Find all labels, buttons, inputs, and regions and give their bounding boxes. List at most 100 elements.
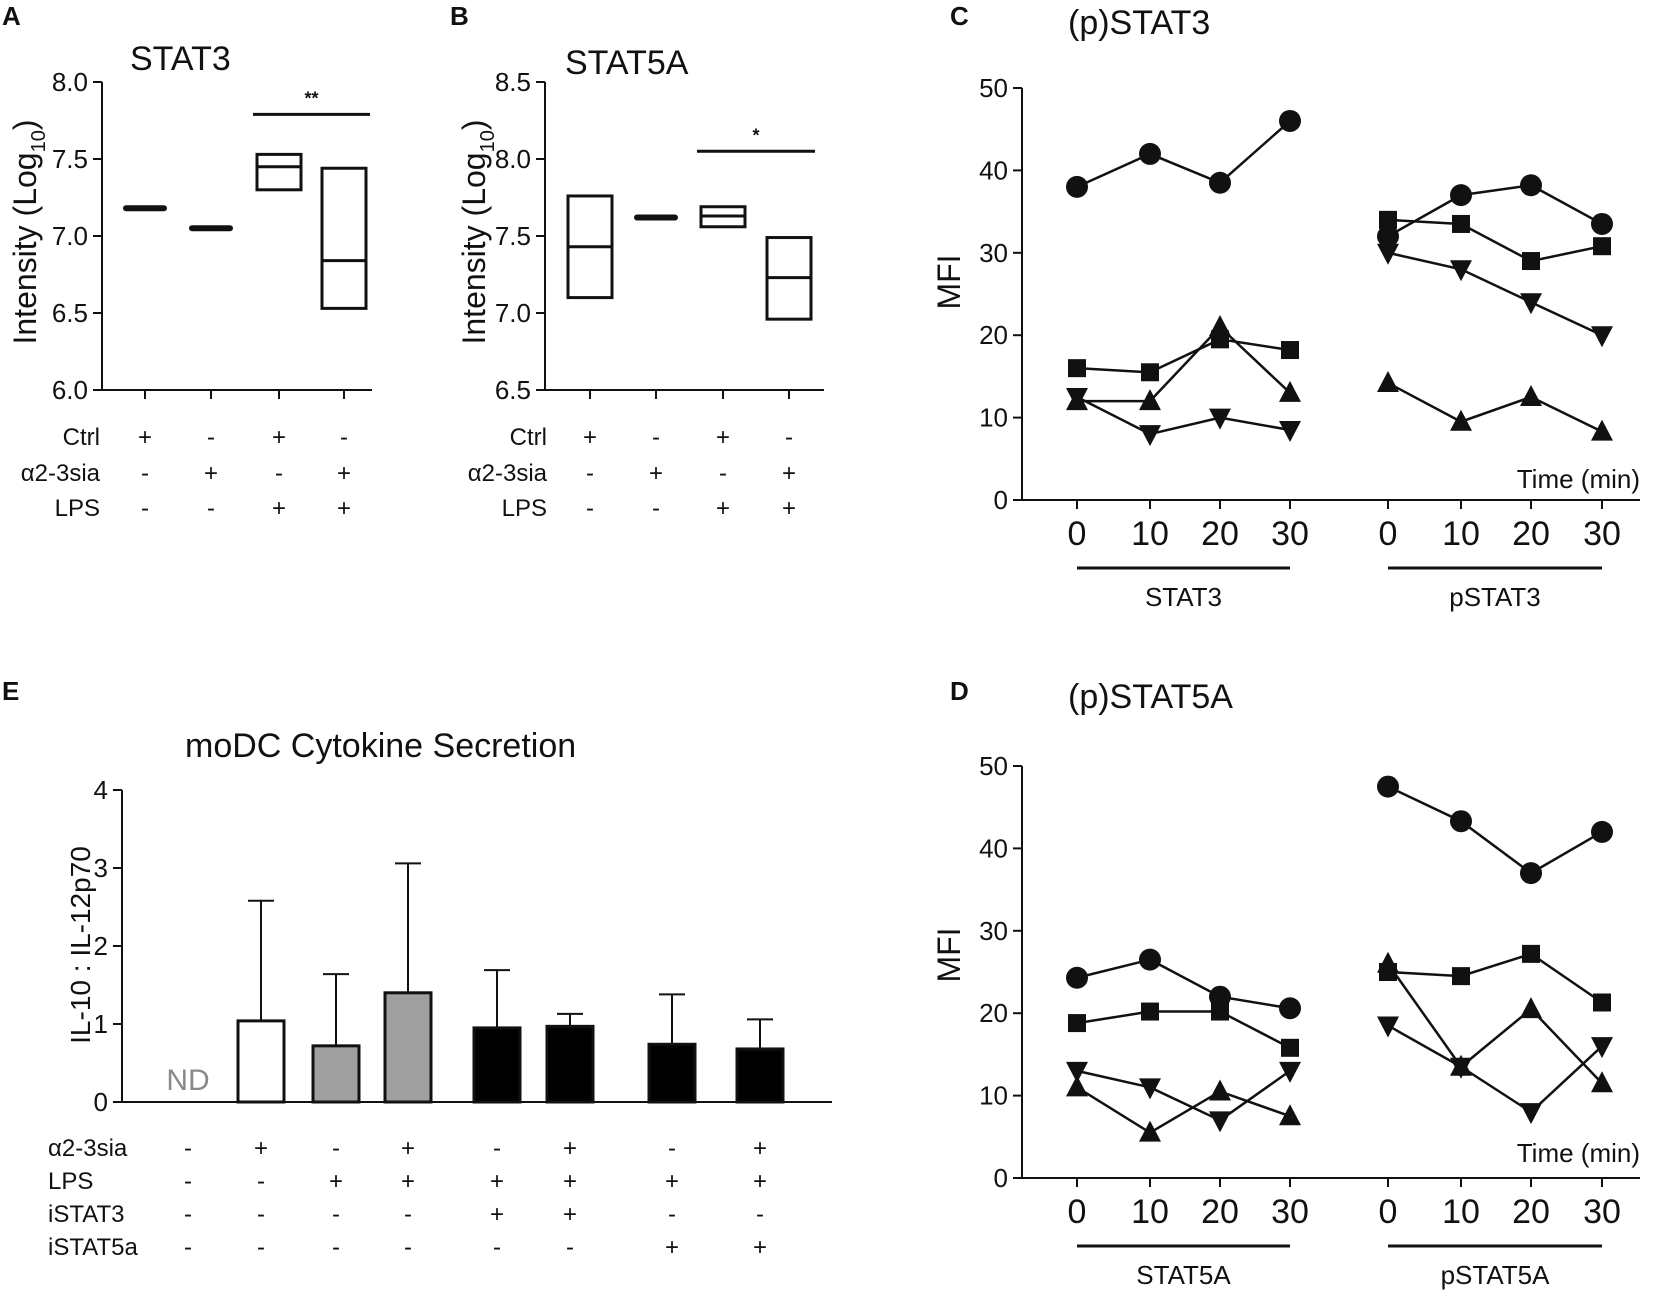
panel-d-y-tick-label: 0 — [994, 1163, 1008, 1193]
panel-d-marker-circle — [1209, 985, 1231, 1008]
panel-c-marker-circle — [1209, 171, 1231, 194]
panel-b-condition-label: α2-3sia — [468, 460, 548, 487]
panel-c-marker-triangle-down — [1591, 326, 1613, 348]
panel-a-sig-label: ** — [304, 88, 318, 108]
panel-label-a: A — [2, 1, 21, 31]
panel-e-y-tick-label: 2 — [94, 931, 108, 961]
panel-a-chart: 6.0 6.5 7.0 7.5 8.0 ** Ctrl + - + - α2-3sia - + - + LPS -… — [21, 67, 372, 522]
panel-c-x-tick-label: 20 — [1201, 515, 1239, 553]
panel-d-y-tick-label: 30 — [979, 916, 1008, 946]
panel-e-condition-label: α2-3sia — [48, 1135, 128, 1162]
panel-d-x-tick-label: 30 — [1583, 1193, 1621, 1231]
panel-a-condition-sign: + — [272, 495, 286, 522]
panel-e-condition-sign: + — [401, 1135, 415, 1162]
panel-c-ylabel: MFI — [931, 254, 967, 309]
panel-b-condition-sign: + — [716, 424, 730, 451]
panel-e-y-tick-label: 0 — [94, 1087, 108, 1117]
panel-a-condition-sign: + — [204, 460, 218, 487]
panel-a-condition-label: Ctrl — [63, 424, 100, 451]
panel-c-marker-triangle-up — [1209, 314, 1231, 336]
panel-d-group-label: pSTAT5A — [1441, 1260, 1551, 1290]
panel-a-ylabel-text: Intensity (Log — [7, 152, 43, 344]
panel-d-marker-triangle-up — [1377, 951, 1399, 973]
panel-d-y-tick-label: 50 — [979, 751, 1008, 781]
panel-e-y-tick-label: 3 — [94, 853, 108, 883]
panel-c-series-line — [1387, 183, 1603, 238]
panel-d-y-tick-label: 20 — [979, 998, 1008, 1028]
panel-c-x-tick-label: 0 — [1068, 515, 1087, 553]
panel-e-y-tick-label: 4 — [94, 775, 108, 805]
panel-d-marker-triangle-down — [1450, 1057, 1472, 1079]
panel-d-marker-square — [1141, 1002, 1159, 1021]
panel-e-condition-sign: - — [184, 1201, 192, 1228]
panel-a-condition-sign: + — [272, 424, 286, 451]
panel-d-marker-triangle-up — [1209, 1079, 1231, 1101]
panel-d-marker-triangle-up — [1279, 1104, 1301, 1126]
panel-e-bar — [647, 1042, 697, 1104]
panel-c-series-line — [1076, 395, 1291, 436]
panel-d-series-line — [1387, 785, 1603, 875]
panel-e-condition-sign: - — [404, 1201, 412, 1228]
panel-a-condition-sign: - — [340, 424, 348, 451]
panel-b-y-tick-label: 7.5 — [495, 221, 531, 251]
panel-d-marker-circle — [1377, 775, 1399, 798]
panel-a-condition-sign: - — [141, 495, 149, 522]
panel-label-d: D — [950, 676, 969, 706]
panel-a-condition-sign: + — [337, 495, 351, 522]
panel-e-condition-sign: + — [753, 1234, 767, 1261]
panel-e-condition-sign: - — [257, 1168, 265, 1195]
panel-c-series-line — [1076, 120, 1291, 189]
panel-d-marker-triangle-up — [1520, 997, 1542, 1019]
panel-c-marker-triangle-up — [1591, 419, 1613, 441]
panel-label-b: B — [450, 1, 469, 31]
panel-e-bar — [472, 1026, 522, 1104]
panel-e-condition-sign: - — [756, 1201, 764, 1228]
panel-b-ylabel: Intensity (Log10) — [456, 119, 499, 344]
panel-d-series-line — [1076, 958, 1291, 1010]
panel-d-ylabel: MFI — [931, 927, 967, 982]
panel-c-marker-triangle-down — [1520, 293, 1542, 315]
panel-d-marker-circle — [1279, 997, 1301, 1020]
panel-e-condition-sign: - — [668, 1201, 676, 1228]
panel-c-marker-square — [1141, 363, 1159, 382]
panel-e-bar — [236, 1019, 286, 1104]
panel-c-marker-circle — [1591, 212, 1613, 235]
panel-d-series-line — [1076, 1010, 1291, 1049]
panel-d-x-tick-label: 20 — [1201, 1193, 1239, 1231]
panel-a-condition-label: α2-3sia — [21, 460, 101, 487]
panel-label-c: C — [950, 1, 969, 31]
panel-d-series-line — [1076, 1086, 1291, 1135]
panel-e-condition-sign: + — [329, 1168, 343, 1195]
panel-c-marker-square — [1068, 359, 1086, 378]
panel-d-marker-circle — [1066, 966, 1088, 989]
panel-c-marker-triangle-down — [1279, 420, 1301, 442]
panel-b-condition-sign: - — [586, 460, 594, 487]
panel-c-marker-triangle-up — [1377, 370, 1399, 392]
panel-a-condition-sign: - — [207, 424, 215, 451]
panel-c-marker-triangle-down — [1066, 388, 1088, 409]
panel-b-condition-sign: + — [782, 460, 796, 487]
panel-a-y-tick-label: 7.5 — [52, 144, 88, 174]
panel-d-marker-square — [1281, 1038, 1299, 1057]
panel-c-marker-square — [1452, 214, 1470, 233]
panel-d-marker-circle — [1520, 862, 1542, 885]
panel-a-condition-sign: - — [275, 460, 283, 487]
panel-c-marker-square — [1379, 210, 1397, 229]
panel-c-x-tick-label: 30 — [1583, 515, 1621, 553]
panel-c-y-tick-label: 40 — [979, 155, 1008, 185]
panel-e-condition-label: iSTAT5a — [48, 1234, 138, 1261]
panel-a-condition-sign: + — [138, 424, 152, 451]
panel-e-condition-sign: - — [332, 1201, 340, 1228]
panel-d-x-tick-label: 10 — [1131, 1193, 1169, 1231]
panel-e-condition-sign: - — [184, 1234, 192, 1261]
panel-a-ylabel: Intensity (Log10) — [7, 119, 50, 344]
panel-d-y-tick-label: 10 — [979, 1081, 1008, 1111]
panel-d-marker-triangle-up — [1066, 1075, 1088, 1097]
panel-c-marker-circle — [1066, 175, 1088, 198]
panel-e-condition-sign: - — [257, 1201, 265, 1228]
panel-d-marker-triangle-down — [1066, 1061, 1088, 1083]
panel-d-marker-square — [1452, 967, 1470, 986]
panel-c-marker-circle — [1520, 174, 1542, 197]
panel-c-y-tick-label: 30 — [979, 238, 1008, 268]
